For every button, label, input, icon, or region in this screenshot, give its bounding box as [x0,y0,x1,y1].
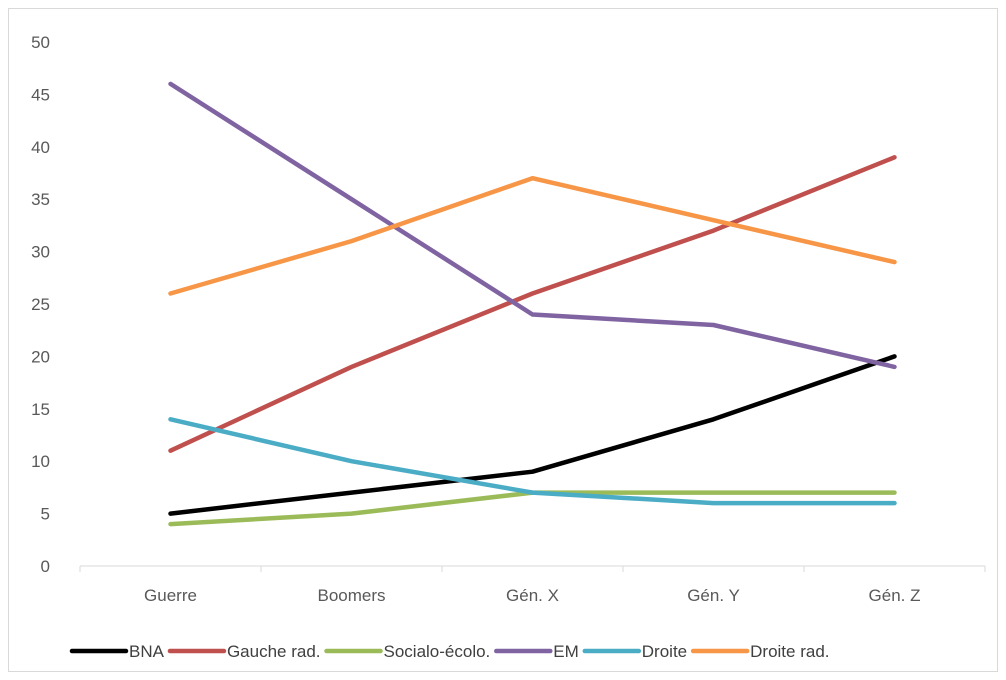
series-line-1 [168,354,897,516]
y-tick-label: 45 [31,85,50,104]
legend-label: EM [553,642,579,661]
legend-label: Socialo-écolo. [384,642,491,661]
y-tick-label: 25 [31,295,50,314]
chart-frame [8,8,998,672]
x-tick-label: Gén. X [506,586,559,605]
legend-item: BNA [69,642,165,661]
series-line-3 [168,490,897,527]
series-line-6 [168,175,897,296]
y-axis-labels: 0 5 10 15 20 25 30 35 40 45 50 [31,33,50,576]
series-line-2 [168,155,897,453]
legend-label: Gauche rad. [227,642,321,661]
series-lines [168,81,897,527]
y-tick-label: 0 [41,557,50,576]
y-tick-label: 30 [31,243,50,262]
legend: BNA Gauche rad. Socialo-écolo. EM Droite Droi… [69,642,830,661]
legend-item: EM [494,642,579,661]
y-tick-label: 5 [41,505,50,524]
x-tick-label: Boomers [317,586,385,605]
legend-label: Droite rad. [750,642,829,661]
y-tick-label: 10 [31,452,50,471]
x-tick-label: Gén. Y [687,586,740,605]
series-line-5 [168,417,897,506]
x-axis [79,565,986,572]
x-tick-label: Guerre [144,586,197,605]
y-tick-label: 20 [31,347,50,366]
y-tick-label: 40 [31,138,50,157]
x-axis-labels: Guerre Boomers Gén. X Gén. Y Gén. Z [144,586,920,605]
legend-label: BNA [129,642,165,661]
y-tick-label: 15 [31,400,50,419]
y-tick-label: 35 [31,190,50,209]
series-line-4 [168,81,897,370]
y-tick-label: 50 [31,33,50,52]
legend-item: Gauche rad. [167,642,321,661]
legend-label: Droite [642,642,687,661]
legend-item: Droite [582,642,687,661]
x-tick-label: Gén. Z [869,586,921,605]
legend-item: Socialo-écolo. [324,642,491,661]
legend-item: Droite rad. [690,642,830,661]
